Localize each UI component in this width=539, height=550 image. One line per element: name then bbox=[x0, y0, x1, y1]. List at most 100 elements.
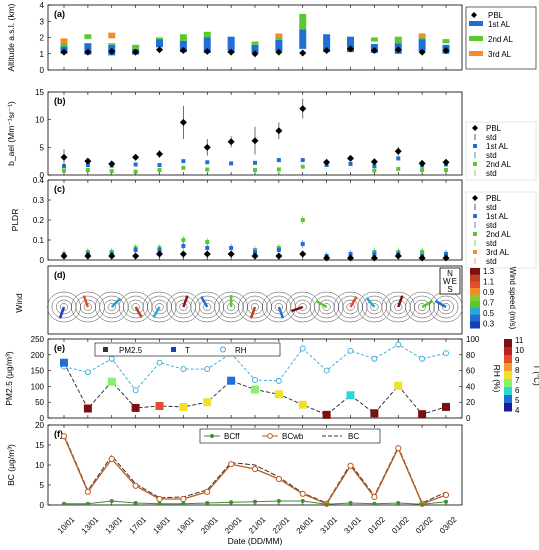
legend-bcff-marker bbox=[210, 434, 214, 438]
wind-rose-ring bbox=[409, 295, 435, 319]
panel-e-ylabel-left: PM2.5 (μg/m³) bbox=[4, 351, 14, 406]
panel-f-ytick-label: 5 bbox=[40, 481, 45, 490]
legend-al2-label: 2nd AL bbox=[488, 35, 513, 44]
panel-f-ytick-label: 0 bbox=[40, 501, 45, 510]
x-tick-label: 01/02 bbox=[366, 515, 387, 536]
layer-bar-al2 bbox=[442, 39, 450, 44]
pm25-point bbox=[370, 409, 379, 418]
bcff-point bbox=[324, 502, 329, 507]
temp-colorbar-segment bbox=[504, 379, 512, 388]
bcff-point bbox=[205, 501, 210, 505]
al2-point bbox=[205, 167, 210, 172]
legend-pbl-label: PBL bbox=[488, 11, 504, 20]
wind-rose-ring bbox=[314, 295, 339, 319]
temp-colorbar-tick: 8 bbox=[515, 366, 520, 375]
legend-al1-label: 1st AL bbox=[488, 20, 511, 29]
al1-point bbox=[300, 242, 305, 246]
wind-rose-ring bbox=[318, 299, 335, 315]
pbl-marker bbox=[60, 252, 68, 260]
wind-rose-ring bbox=[175, 299, 192, 315]
wind-colorbar-tick: 0.3 bbox=[483, 320, 495, 329]
bcwb-point bbox=[299, 490, 306, 497]
panel-f-ytick-label: 10 bbox=[35, 461, 44, 470]
wind-rose-ring bbox=[214, 291, 248, 323]
wind-rose-ring bbox=[270, 299, 287, 315]
al2-point bbox=[181, 165, 186, 170]
pbl-marker bbox=[394, 252, 402, 260]
panel-c-legend-label: std bbox=[486, 221, 497, 230]
panel-c-ytick-label: 0.1 bbox=[33, 236, 45, 245]
al1-point bbox=[229, 246, 234, 250]
wind-rose-ring bbox=[441, 303, 451, 311]
panel-e-right-ytick-label: 40 bbox=[466, 382, 475, 391]
al1-point bbox=[133, 162, 138, 167]
x-tick-label: 18/01 bbox=[151, 515, 172, 536]
panel-e-right-ytick-label: 20 bbox=[466, 398, 475, 407]
pbl-marker bbox=[394, 147, 402, 155]
wind-rose-ring bbox=[322, 303, 331, 311]
wind-vector bbox=[434, 299, 447, 309]
al2-point bbox=[420, 168, 425, 173]
pm25-point bbox=[251, 385, 259, 394]
bcwb-point bbox=[108, 455, 115, 463]
legend-marker bbox=[473, 232, 477, 236]
pm25-point bbox=[227, 376, 236, 385]
legend-marker bbox=[473, 162, 477, 166]
layer-bar-al2 bbox=[60, 44, 68, 47]
bcwb-point bbox=[204, 488, 211, 495]
wind-rose-ring bbox=[118, 291, 153, 323]
wind-rose-ring bbox=[362, 295, 387, 319]
al1-point bbox=[181, 159, 186, 164]
wind-rose-ring bbox=[47, 291, 81, 323]
rh-point bbox=[347, 347, 354, 354]
al2-point bbox=[372, 168, 377, 173]
x-axis-label: Date (DD/MM) bbox=[228, 536, 283, 546]
bcwb-point bbox=[228, 461, 235, 468]
panel-b-tag: (b) bbox=[54, 96, 66, 106]
pbl-marker bbox=[275, 252, 283, 260]
pm25-point bbox=[203, 398, 212, 407]
x-tick-label: 17/01 bbox=[128, 515, 149, 536]
layer-bar-al1 bbox=[251, 44, 259, 53]
wind-rose-ring bbox=[433, 295, 459, 319]
wind-colorbar-tick: 1.1 bbox=[483, 278, 495, 287]
panel-f-tag: (f) bbox=[54, 429, 63, 439]
panel-c-ytick-label: 0.4 bbox=[33, 176, 45, 185]
panel-c-legend-label: 1st AL bbox=[486, 212, 509, 221]
pbl-marker bbox=[418, 159, 426, 167]
panel-b-ytick-label: 15 bbox=[35, 88, 44, 97]
layer-bar-al1 bbox=[323, 34, 331, 53]
al1-point bbox=[348, 161, 353, 166]
wind-colorbar-tick: 0.5 bbox=[483, 309, 495, 318]
x-tick-label: 01/02 bbox=[390, 515, 411, 536]
wind-vector bbox=[349, 295, 358, 308]
compass-box bbox=[439, 267, 461, 295]
pbl-marker bbox=[156, 46, 163, 54]
wind-vector bbox=[291, 305, 304, 313]
layer-bar-al1 bbox=[418, 39, 426, 52]
al2-point bbox=[444, 168, 448, 173]
al1-point bbox=[85, 163, 90, 168]
rh-point bbox=[132, 387, 139, 394]
panel-b-ytick-label: 10 bbox=[35, 116, 44, 125]
wind-colorbar-tick: 0.7 bbox=[483, 299, 495, 308]
rh-point bbox=[275, 377, 282, 384]
wind-vector bbox=[200, 295, 209, 308]
rh-point bbox=[252, 377, 258, 384]
pbl-marker bbox=[275, 127, 283, 135]
wind-rose-ring bbox=[171, 295, 196, 319]
pbl-marker bbox=[442, 47, 450, 54]
al1-point bbox=[253, 160, 257, 165]
al1-point bbox=[157, 248, 162, 252]
wind-rose-ring bbox=[286, 291, 320, 323]
layer-bar-al1 bbox=[156, 39, 163, 48]
wind-colorbar-segment bbox=[470, 281, 480, 289]
wind-rose-ring bbox=[75, 295, 101, 319]
panel-e-left-ytick-label: 50 bbox=[35, 398, 44, 407]
x-tick-label: 31/01 bbox=[342, 515, 363, 536]
pm25-point bbox=[155, 401, 164, 410]
panel-e-ylabel-right: RH (%) bbox=[492, 365, 502, 393]
wind-colorbar-segment bbox=[470, 301, 480, 309]
pbl-marker bbox=[179, 47, 187, 54]
panel-e-right-ytick-label: 60 bbox=[466, 367, 475, 376]
